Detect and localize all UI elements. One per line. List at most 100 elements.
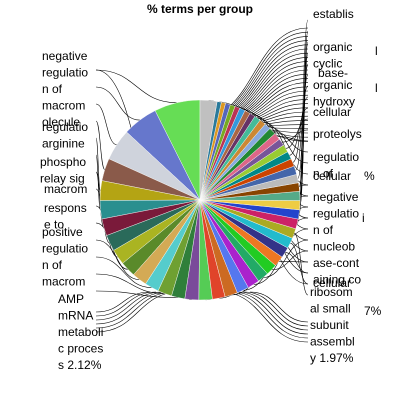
label-line: regulatio: [42, 242, 88, 256]
leader-line: [95, 291, 169, 325]
right-label-cellular-2: cellular: [313, 169, 351, 183]
label-line: y 1.97%: [310, 351, 354, 365]
label-line: negative: [313, 190, 359, 204]
leader-line: [243, 291, 309, 327]
label-line: ase-cont: [313, 256, 360, 270]
leader-line: [231, 291, 309, 335]
label-line: l: [375, 81, 378, 95]
leader-line: [249, 291, 309, 323]
right-label-base: base-: [318, 66, 348, 80]
leader-line: [95, 86, 140, 121]
label-line: n of: [42, 82, 63, 96]
label-line: relay sig: [40, 172, 85, 186]
label-line: macrom: [42, 99, 85, 113]
label-line: respons: [44, 201, 87, 215]
label-line: organic: [313, 78, 352, 92]
right-label-proteolysis: proteolys: [313, 127, 362, 141]
pie-slices: [99, 99, 301, 301]
label-line: regulatio: [313, 207, 359, 221]
chart-title: % terms per group: [147, 2, 253, 16]
leader-line: [95, 291, 151, 313]
label-line: aining co: [313, 273, 361, 287]
right-label-regulation: regulatio n of: [313, 150, 359, 181]
label-line: assembl: [310, 335, 355, 349]
label-line: phospho: [40, 155, 86, 169]
label-line: al small: [310, 302, 351, 316]
right-label-fragment-1: l: [375, 44, 378, 58]
leader-line: [271, 250, 309, 271]
leader-line: [293, 233, 309, 296]
right-label-fragment-2: l: [375, 81, 378, 95]
label-line: 7%: [364, 304, 382, 318]
label-line: cellular: [313, 276, 351, 290]
right-label-fragment-3: %: [364, 169, 375, 183]
leader-line: [95, 273, 165, 294]
right-label-cellular-3: cellular: [313, 276, 351, 290]
leader-line: [95, 291, 157, 317]
leader-line: [292, 96, 309, 163]
label-line: cyclic: [313, 57, 342, 71]
label-line: i: [362, 211, 365, 225]
label-line: n of: [42, 258, 63, 272]
pie-slice: [199, 99, 218, 201]
right-label-establis: establis: [313, 7, 354, 21]
label-line: olecule: [42, 115, 80, 129]
left-label-phosphorelay: phospho relay sig: [40, 155, 86, 186]
left-label-regulation-arginine: regulatio arginine: [42, 120, 88, 151]
left-label-negative-regulation: negative regulatio n of macrom olecule: [42, 49, 88, 129]
leader-line: [263, 239, 309, 278]
label-line: %: [364, 169, 375, 183]
label-line: regulatio: [42, 120, 88, 134]
right-label-negative-regulation: negative regulatio n of nucleob ase-cont aini…: [313, 190, 361, 287]
leader-line: [272, 130, 309, 153]
right-label-fragment-5: 7%: [364, 304, 382, 318]
leader-line: [95, 239, 140, 280]
label-line: negative: [42, 49, 88, 63]
label-line: c proces: [58, 342, 103, 356]
leader-line: [278, 261, 309, 263]
label-line: n of: [313, 223, 334, 237]
leader-line: [95, 290, 179, 298]
label-line: mRNA: [58, 309, 93, 323]
leader-line: [285, 252, 309, 274]
right-label-fragment-4: i: [362, 211, 365, 225]
label-line: cellular: [313, 105, 351, 119]
label-line: regulatio: [42, 66, 88, 80]
left-label-amp-mrna: AMP mRNA metaboli c proces s 2.12%: [58, 292, 103, 372]
leader-line: [267, 126, 309, 164]
label-line: positive: [42, 225, 83, 239]
label-line: proteolys: [313, 127, 362, 141]
label-line: l: [375, 44, 378, 58]
label-line: base-: [318, 66, 348, 80]
leader-line: [95, 137, 101, 191]
leader-line: [281, 129, 309, 143]
right-label-organic-cyclic: organic cyclic: [313, 40, 352, 71]
label-line: metaboli: [58, 325, 103, 339]
label-line: e to: [44, 218, 64, 232]
label-line: ribosom: [310, 285, 353, 299]
left-label-positive-regulation: positive regulatio n of macrom: [42, 225, 88, 289]
leader-line: [95, 103, 117, 145]
leader-line: [95, 291, 163, 321]
leader-line: [225, 291, 309, 339]
leader-line: [95, 120, 106, 170]
label-line: macrom: [44, 182, 87, 196]
right-label-organic-hydroxy: organic hydroxy: [313, 78, 355, 109]
leader-line: [95, 69, 177, 103]
left-label-macromolecule: macrom: [44, 182, 87, 196]
label-line: s 2.12%: [58, 358, 102, 372]
right-label-ribosomal: ribosom al small subunit assembl y 1.97%: [310, 285, 355, 365]
label-line: regulatio: [313, 150, 359, 164]
leader-line: [237, 291, 309, 331]
label-line: nucleob: [313, 240, 355, 254]
label-line: n of: [313, 167, 334, 181]
label-line: hydroxy: [313, 95, 355, 109]
leader-line: [289, 107, 309, 156]
label-line: subunit: [310, 318, 349, 332]
label-line: AMP: [58, 292, 84, 306]
leader-line: [95, 291, 181, 333]
